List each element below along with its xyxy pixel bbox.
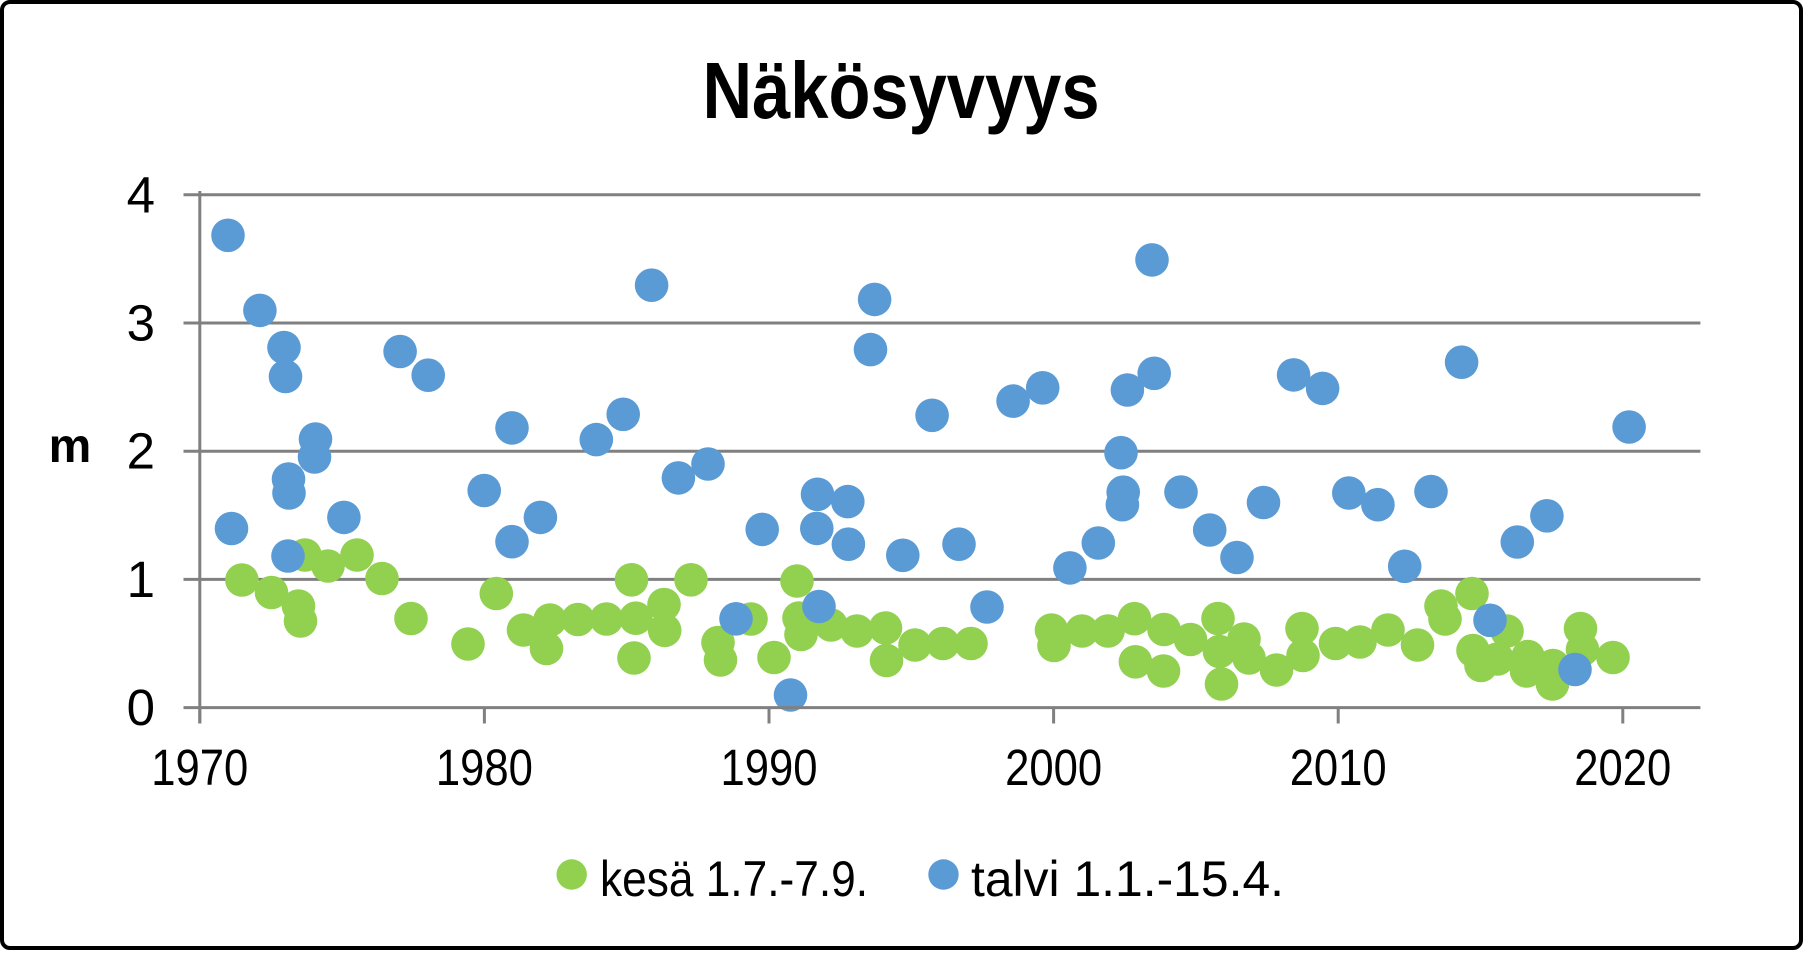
svg-text:2: 2: [127, 423, 155, 480]
svg-text:3: 3: [127, 295, 155, 352]
svg-text:1990: 1990: [721, 739, 818, 796]
svg-text:1980: 1980: [436, 739, 533, 796]
svg-text:4: 4: [127, 166, 155, 223]
svg-text:2000: 2000: [1005, 739, 1102, 796]
svg-text:Näkösyvyys: Näkösyvyys: [703, 46, 1100, 135]
svg-text:m: m: [49, 420, 92, 473]
svg-text:kesä 1.7.-7.9.: kesä 1.7.-7.9.: [600, 851, 868, 907]
svg-text:1: 1: [127, 551, 155, 608]
svg-text:2020: 2020: [1574, 739, 1671, 796]
svg-text:2010: 2010: [1290, 739, 1387, 796]
svg-text:1970: 1970: [151, 739, 248, 796]
svg-text:talvi 1.1.-15.4.: talvi 1.1.-15.4.: [971, 851, 1284, 907]
svg-text:0: 0: [127, 679, 155, 736]
